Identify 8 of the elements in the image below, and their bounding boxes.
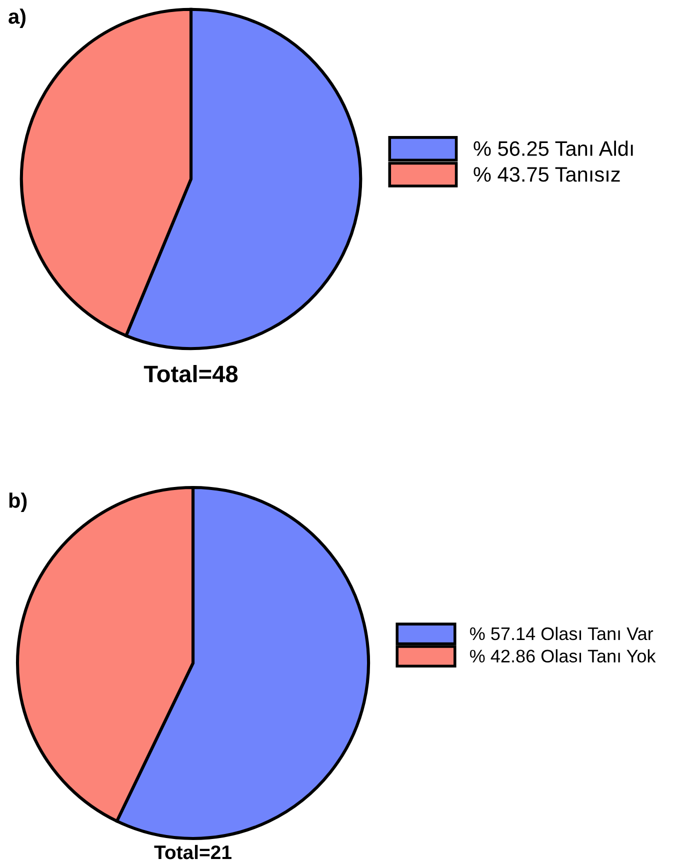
legend-label: % 57.14 Olası Tanı Var (470, 626, 654, 640)
text: Total=48 (144, 364, 238, 382)
chart-title: a) (8, 8, 26, 28)
legend-label: % 43.75 Tanısız (474, 167, 620, 182)
legend-label: % 56.25 Tanı Aldı (474, 140, 633, 156)
legend-label: % 42.86 Olası Tanı Yok (470, 649, 656, 663)
text: Total=21 (154, 844, 232, 860)
chart-title: b) (9, 492, 27, 512)
